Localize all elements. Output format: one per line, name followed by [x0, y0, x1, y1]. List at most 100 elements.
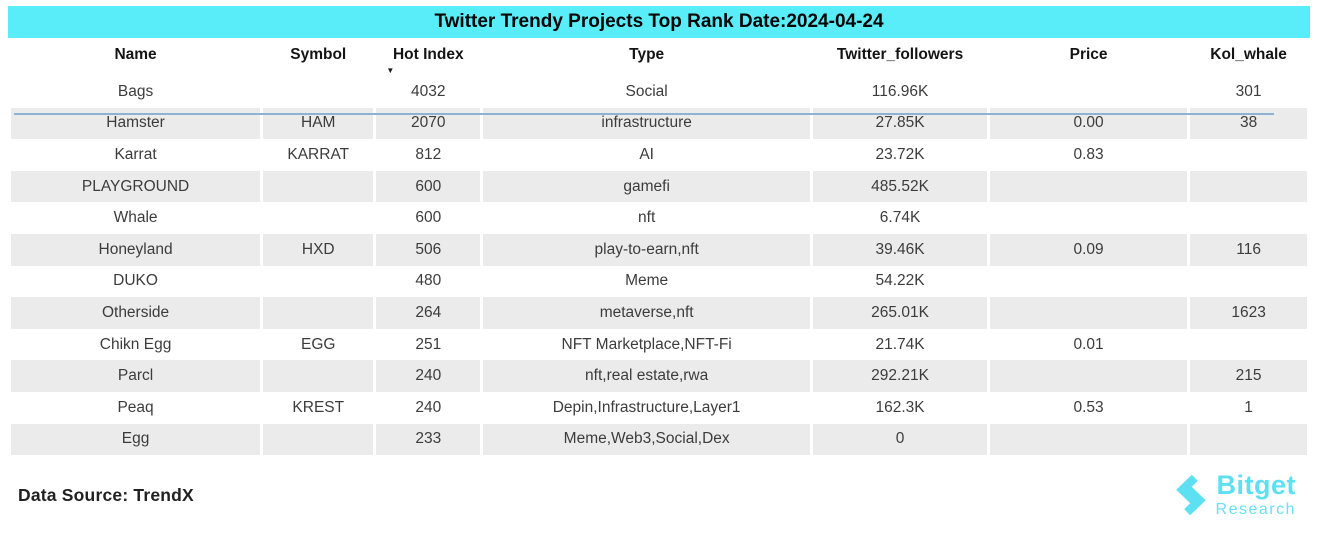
cell-symbol — [263, 297, 374, 329]
cell-hot_index: 600 — [376, 170, 481, 203]
column-header-name[interactable]: Name — [11, 40, 261, 76]
cell-twitter_followers: 0 — [813, 423, 987, 456]
cell-twitter_followers: 23.72K — [875, 145, 925, 163]
cell-kol_whale: 38 — [1190, 107, 1307, 140]
cell-symbol — [263, 170, 374, 203]
data-source-label: Data Source: TrendX — [18, 485, 194, 506]
bitget-research-logo: Bitget Research — [1170, 470, 1296, 519]
cell-symbol: EGG — [301, 335, 336, 353]
cell-kol_whale — [1190, 329, 1307, 361]
column-header-label: Type — [629, 46, 665, 63]
column-header-price[interactable]: Price — [989, 40, 1188, 76]
data-table: Name Symbol Hot Index ▼ Type Twitter_follower… — [8, 40, 1310, 456]
cell-kol_whale: 215 — [1190, 360, 1307, 392]
table-row: DUKO 480 Meme 54.22K — [11, 266, 1307, 298]
cell-hot_index: 506 — [376, 233, 481, 266]
cell-price: 0.09 — [989, 233, 1188, 266]
table-title: Twitter Trendy Projects Top Rank Date:20… — [8, 6, 1310, 38]
cell-name: DUKO — [113, 272, 158, 290]
column-header-label: Kol_whale — [1210, 46, 1287, 63]
cell-hot_index: 240 — [376, 360, 481, 392]
cell-kol_whale — [1190, 139, 1307, 171]
cell-twitter_followers: 54.22K — [875, 272, 925, 290]
cell-type: nft,real estate,rwa — [483, 360, 811, 392]
cell-type: Meme — [625, 272, 669, 290]
cell-kol_whale — [1190, 202, 1307, 234]
column-header-label: Hot Index — [392, 46, 464, 63]
cell-twitter_followers: 39.46K — [813, 233, 987, 266]
cell-kol_whale: 1 — [1244, 398, 1253, 416]
bitget-brand-label: Bitget — [1216, 470, 1296, 500]
column-header-twitter_followers[interactable]: Twitter_followers — [813, 40, 987, 76]
cell-name: Bags — [117, 82, 154, 100]
table-row: PLAYGROUND 600 gamefi 485.52K — [11, 170, 1307, 203]
cell-name: Egg — [11, 423, 261, 456]
column-header-label: Symbol — [290, 46, 347, 63]
cell-twitter_followers: 116.96K — [871, 82, 929, 100]
cell-symbol: KARRAT — [287, 145, 350, 163]
cell-price: 0.83 — [1073, 145, 1104, 163]
cell-name: Karrat — [114, 145, 157, 163]
cell-symbol: KREST — [292, 398, 345, 416]
cell-symbol — [263, 202, 373, 234]
cell-twitter_followers: 6.74K — [879, 209, 921, 227]
table-row: Karrat KARRAT 812 AI 23.72K 0.83 — [11, 139, 1307, 171]
column-header-symbol[interactable]: Symbol — [263, 40, 374, 76]
cell-type: NFT Marketplace,NFT-Fi — [561, 335, 732, 353]
cell-hot_index: 812 — [415, 145, 442, 163]
cell-hot_index: 480 — [415, 272, 442, 290]
cell-kol_whale — [1190, 266, 1307, 298]
cell-type: infrastructure — [483, 107, 811, 140]
cell-type: Depin,Infrastructure,Layer1 — [552, 398, 741, 416]
column-header-label: Price — [1069, 46, 1108, 63]
cell-name: Otherside — [11, 297, 261, 329]
cell-name: Whale — [113, 209, 158, 227]
cell-kol_whale — [1190, 170, 1307, 203]
cell-name: Honeyland — [11, 233, 261, 266]
cell-hot_index: 264 — [376, 297, 481, 329]
cell-price: 0.53 — [1073, 398, 1104, 416]
column-header-label: Name — [114, 46, 157, 63]
cell-price — [989, 170, 1188, 203]
cell-symbol — [263, 360, 374, 392]
bitget-research-label: Research — [1215, 501, 1296, 518]
table-row: Parcl 240 nft,real estate,rwa 292.21K 215 — [11, 360, 1307, 392]
cell-type: play-to-earn,nft — [483, 233, 811, 266]
cell-type: nft — [638, 209, 656, 227]
cell-symbol — [263, 266, 373, 298]
table-header-row: Name Symbol Hot Index ▼ Type Twitter_follower… — [11, 40, 1307, 76]
cell-twitter_followers: 265.01K — [813, 297, 987, 329]
cell-type: gamefi — [483, 170, 811, 203]
cell-name: Chikn Egg — [99, 335, 172, 353]
bitget-logo-icon — [1175, 474, 1206, 516]
cell-hot_index: 251 — [415, 335, 442, 353]
cell-hot_index: 2070 — [376, 107, 481, 140]
cell-symbol: HXD — [263, 233, 374, 266]
table-row: Egg 233 Meme,Web3,Social,Dex 0 — [11, 423, 1307, 456]
cell-type: AI — [639, 145, 654, 163]
cell-symbol: HAM — [263, 107, 374, 140]
table-row: Bags 4032 Social 116.96K 301 — [11, 76, 1307, 108]
cell-twitter_followers: 485.52K — [813, 170, 987, 203]
table-row: Honeyland HXD 506 play-to-earn,nft 39.46K 0.0… — [11, 233, 1307, 266]
cell-hot_index: 240 — [415, 398, 442, 416]
table-row: Whale 600 nft 6.74K — [11, 202, 1307, 234]
cell-kol_whale — [1190, 423, 1307, 456]
cell-kol_whale: 1623 — [1190, 297, 1307, 329]
table-row: Peaq KREST 240 Depin,Infrastructure,Layer1 1… — [11, 392, 1307, 424]
cell-name: Peaq — [117, 398, 154, 416]
cell-kol_whale: 116 — [1190, 233, 1307, 266]
column-header-kol_whale[interactable]: Kol_whale — [1190, 40, 1307, 76]
cell-price — [989, 360, 1188, 392]
cell-symbol — [263, 423, 374, 456]
cell-kol_whale: 301 — [1235, 82, 1262, 100]
cell-type: metaverse,nft — [483, 297, 811, 329]
header-divider — [14, 113, 1274, 115]
column-header-type[interactable]: Type — [483, 40, 811, 76]
cell-hot_index: 233 — [376, 423, 481, 456]
cell-twitter_followers: 162.3K — [875, 398, 925, 416]
cell-twitter_followers: 292.21K — [813, 360, 987, 392]
cell-twitter_followers: 27.85K — [813, 107, 987, 140]
sort-descending-icon: ▼ — [386, 66, 395, 75]
column-header-hot_index[interactable]: Hot Index ▼ — [376, 40, 481, 76]
